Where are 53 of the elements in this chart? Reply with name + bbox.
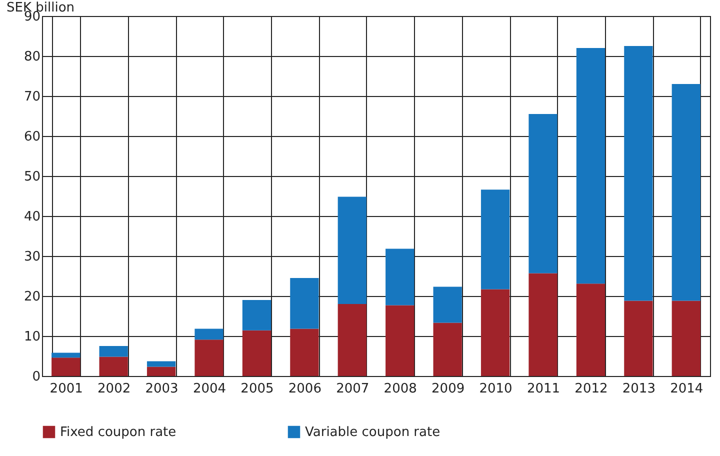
bar xyxy=(576,48,606,284)
bar xyxy=(99,356,128,376)
bar xyxy=(52,352,80,358)
bar xyxy=(386,305,414,376)
bar xyxy=(242,330,272,376)
y-tick-label: 50 xyxy=(24,170,40,184)
bar xyxy=(99,346,128,357)
bar xyxy=(480,289,510,376)
x-tick-label: 2011 xyxy=(526,382,560,396)
y-tick-label: 30 xyxy=(24,250,40,264)
x-tick-label: 2005 xyxy=(240,382,274,396)
bar xyxy=(194,340,224,376)
bar xyxy=(146,366,176,376)
bar xyxy=(528,273,558,376)
bar xyxy=(194,328,224,340)
x-tick-label: 2010 xyxy=(479,382,512,396)
x-tick-label: 2003 xyxy=(145,382,178,396)
x-tick-label: 2002 xyxy=(98,382,131,396)
y-tick-label: 80 xyxy=(24,50,40,64)
bar xyxy=(576,284,606,376)
bar xyxy=(528,114,558,274)
y-tick-label: 20 xyxy=(24,290,40,304)
bar xyxy=(672,84,700,301)
y-tick-label: 70 xyxy=(24,90,40,104)
x-tick-label: 2001 xyxy=(50,382,83,396)
y-tick-label: 10 xyxy=(24,330,40,344)
bar xyxy=(433,286,462,323)
bar xyxy=(338,304,366,376)
legend-label: Fixed coupon rate xyxy=(60,425,176,440)
bar xyxy=(624,46,653,301)
x-tick-label: 2006 xyxy=(288,382,322,396)
bar xyxy=(624,300,653,376)
bar xyxy=(338,196,366,304)
bar xyxy=(672,300,700,376)
y-tick-label: 40 xyxy=(24,210,40,224)
x-tick-label: 2014 xyxy=(670,382,704,396)
y-tick-label: 60 xyxy=(24,130,40,144)
bar xyxy=(52,358,80,376)
x-tick-label: 2012 xyxy=(574,382,608,396)
bar xyxy=(290,278,319,329)
bar xyxy=(480,190,510,290)
bar xyxy=(433,322,462,376)
bar xyxy=(146,361,176,367)
x-tick-label: 2007 xyxy=(336,382,370,396)
y-tick-label: 0 xyxy=(32,370,40,384)
bar xyxy=(290,328,319,376)
bar xyxy=(386,248,414,306)
x-tick-label: 2013 xyxy=(622,382,656,396)
bar xyxy=(242,300,272,330)
x-tick-label: 2009 xyxy=(432,382,465,396)
x-tick-label: 2004 xyxy=(192,382,226,396)
x-tick-label: 2008 xyxy=(384,382,417,396)
legend-label: Variable coupon rate xyxy=(305,425,440,440)
